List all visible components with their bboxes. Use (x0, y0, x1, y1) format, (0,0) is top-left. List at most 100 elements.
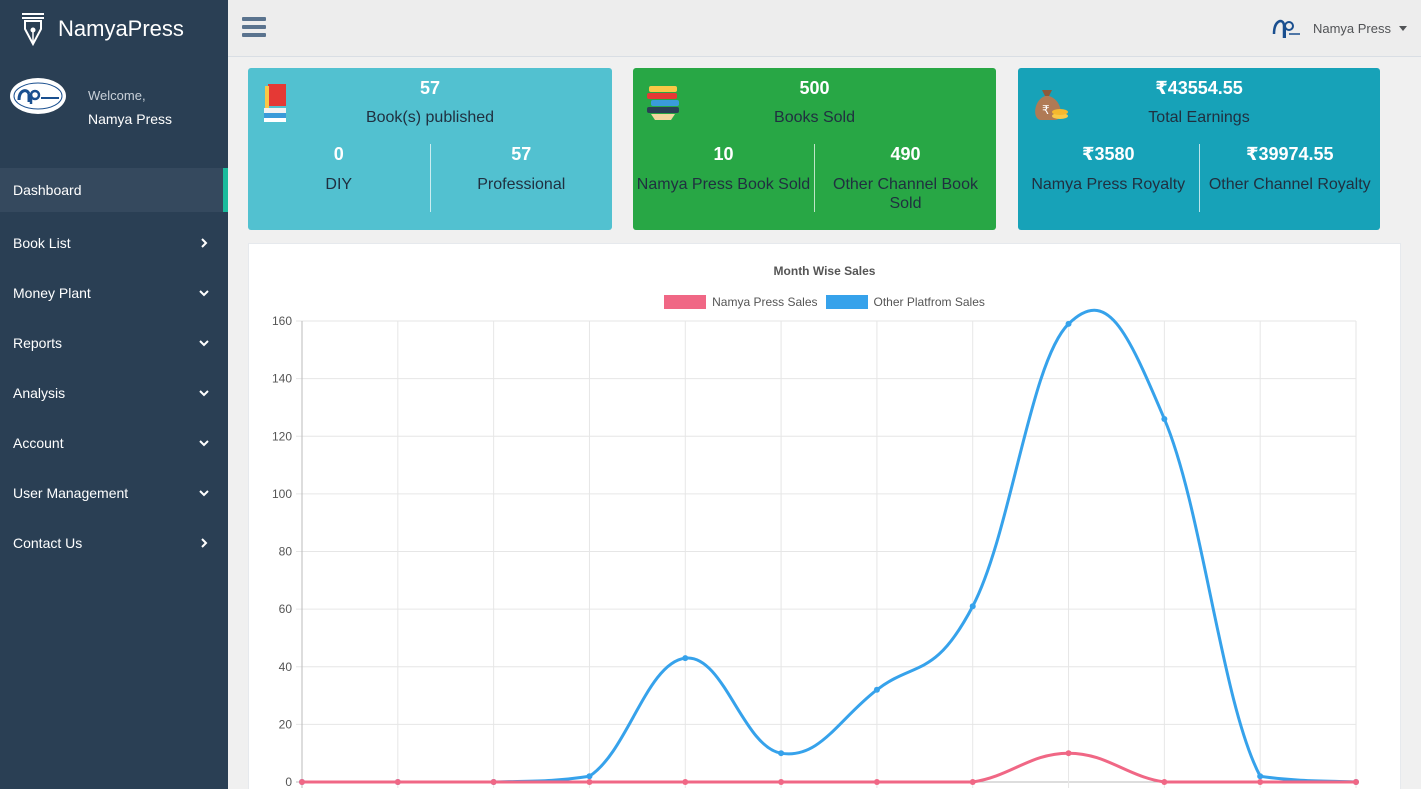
data-point (682, 779, 689, 785)
total-earnings-card: ₹ ₹43554.55 Total Earnings ₹3580 Namya P… (1018, 68, 1380, 230)
legend-item-other-platform[interactable]: Other Platfrom Sales (825, 295, 985, 309)
namya-press-sold-label: Namya Press Book Sold (636, 176, 811, 193)
professional-stat: 57 Professional (431, 144, 613, 212)
data-point (490, 779, 497, 785)
sidebar-item-analysis[interactable]: Analysis (0, 368, 228, 418)
money-bag-icon: ₹ (1035, 90, 1068, 120)
chevron-right-icon (201, 538, 208, 548)
professional-label: Professional (477, 176, 566, 193)
topbar: Namya Press (228, 0, 1421, 57)
chevron-down-icon (199, 490, 209, 497)
y-tick-label: 20 (279, 717, 293, 731)
data-point (299, 779, 305, 785)
data-point (873, 686, 880, 693)
books-published-label: Book(s) published (365, 109, 495, 126)
sidebar-item-label: Reports (13, 335, 63, 351)
namya-press-sold-value: 10 (713, 144, 734, 164)
data-point (1161, 415, 1168, 422)
legend-swatch (825, 295, 868, 309)
sidebar-item-account[interactable]: Account (0, 418, 228, 468)
data-point (1065, 320, 1072, 327)
brand[interactable]: NamyaPress (0, 0, 228, 58)
data-point (1065, 750, 1072, 757)
sidebar-item-contact-us[interactable]: Contact Us (0, 518, 228, 568)
professional-value: 57 (511, 144, 532, 164)
sidebar-item-label: Contact Us (13, 535, 83, 551)
month-wise-sales-panel: Month Wise Sales Namya Press Sales Other… (248, 243, 1401, 789)
sidebar-item-reports[interactable]: Reports (0, 318, 228, 368)
namya-press-logo-icon (13, 82, 63, 110)
legend-swatch (664, 295, 707, 309)
series-line-0 (302, 751, 1356, 784)
namya-press-sold-stat: 10 Namya Press Book Sold (633, 144, 814, 212)
user-menu[interactable]: Namya Press (1271, 14, 1407, 42)
total-earnings-value: ₹43554.55 (1155, 78, 1243, 98)
namya-press-royalty-stat: ₹3580 Namya Press Royalty (1018, 144, 1199, 212)
sidebar: NamyaPress Welcome, Namya Press Dashboar… (0, 0, 228, 789)
books-sold-value: 500 (799, 78, 830, 98)
data-point (1257, 773, 1264, 780)
sidebar-menu: Dashboard Book List Money Plant Reports … (0, 168, 228, 568)
namya-press-royalty-label: Namya Press Royalty (1031, 176, 1186, 193)
profile-name: Namya Press (88, 111, 173, 127)
diy-stat: 0 DIY (248, 144, 430, 212)
other-channel-sold-label: Other Channel Book Sold (833, 176, 978, 212)
sidebar-item-book-list[interactable]: Book List (0, 218, 228, 268)
sidebar-item-label: User Management (13, 485, 129, 501)
sidebar-item-user-management[interactable]: User Management (0, 468, 228, 518)
diy-value: 0 (333, 144, 344, 164)
other-channel-sold-value: 490 (890, 144, 921, 164)
menu-toggle-icon[interactable] (242, 17, 266, 39)
data-point (682, 655, 689, 662)
y-tick-label: 80 (279, 545, 293, 559)
data-point (586, 779, 593, 785)
books-sold-card: 500 Books Sold 10 Namya Press Book Sold … (633, 68, 996, 230)
y-tick-label: 0 (285, 775, 292, 789)
sidebar-item-label: Account (13, 435, 64, 451)
chevron-down-icon (199, 440, 209, 447)
divider (1198, 144, 1200, 212)
chevron-down-icon (199, 390, 209, 397)
avatar (10, 78, 66, 114)
series-line-1 (302, 308, 1357, 784)
user-logo-icon (1272, 19, 1300, 38)
sidebar-item-dashboard[interactable]: Dashboard (0, 168, 228, 212)
namya-press-royalty-value: ₹3580 (1081, 144, 1135, 164)
data-point (969, 779, 976, 785)
divider (429, 144, 431, 212)
other-channel-royalty-label: Other Channel Royalty (1208, 176, 1371, 193)
legend-item-namya-press[interactable]: Namya Press Sales (664, 295, 818, 309)
books-sold-label: Books Sold (774, 109, 855, 126)
y-tick-label: 60 (279, 602, 293, 616)
diy-label: DIY (325, 176, 353, 193)
sidebar-item-label: Book List (13, 235, 71, 251)
y-tick-label: 40 (279, 660, 293, 674)
chevron-right-icon (201, 238, 208, 248)
sidebar-item-label: Analysis (13, 385, 66, 401)
sidebar-item-label: Money Plant (13, 285, 91, 301)
data-point (873, 779, 880, 785)
data-point (1257, 779, 1264, 785)
divider (814, 144, 815, 212)
data-point (586, 773, 593, 780)
y-tick-label: 160 (272, 314, 292, 328)
legend-label: Namya Press Sales (712, 295, 818, 309)
other-channel-royalty-stat: ₹39974.55 Other Channel Royalty (1200, 144, 1381, 212)
other-channel-royalty-value: ₹39974.55 (1245, 144, 1334, 164)
sidebar-item-money-plant[interactable]: Money Plant (0, 268, 228, 318)
data-point (778, 750, 785, 757)
other-channel-sold-stat: 490 Other Channel Book Sold (815, 144, 996, 212)
user-name: Namya Press (1312, 20, 1391, 36)
y-tick-label: 120 (272, 429, 292, 443)
total-earnings-label: Total Earnings (1148, 109, 1250, 126)
y-tick-label: 140 (272, 372, 292, 386)
brand-name: NamyaPress (58, 16, 184, 41)
profile: Welcome, Namya Press (0, 58, 228, 168)
chart-legend: Namya Press Sales Other Platfrom Sales (249, 295, 1400, 309)
caret-down-icon (1399, 25, 1407, 31)
y-tick-label: 100 (272, 487, 292, 501)
chart-title: Month Wise Sales (773, 264, 876, 278)
welcome-label: Welcome, (88, 88, 146, 103)
books-published-value: 57 (419, 78, 441, 98)
books-icon (264, 84, 286, 122)
